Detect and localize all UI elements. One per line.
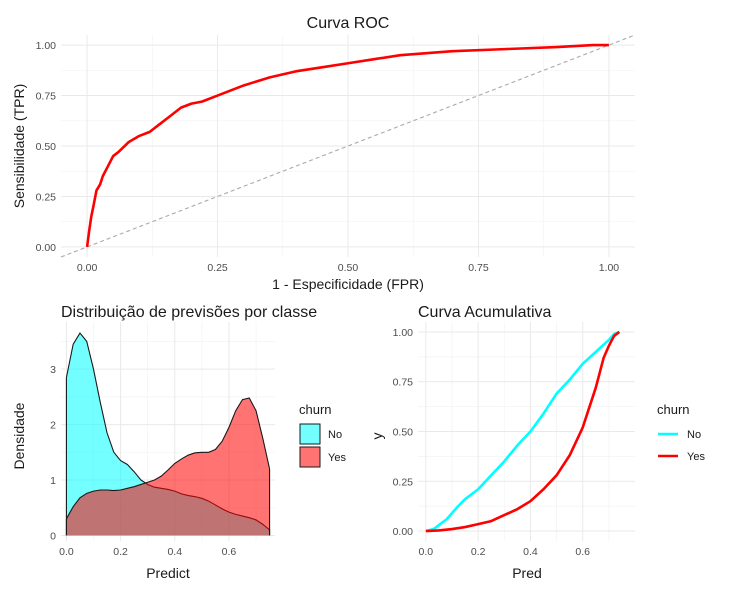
x-tick-label: 0.50 <box>338 262 359 274</box>
y-tick-label: 0.75 <box>36 91 57 103</box>
cumulative-chart: 0.0 0.2 0.4 0.6 0.00 0.25 0.50 0.75 1.00 Curva A… <box>369 304 705 581</box>
legend-label-no: No <box>687 429 701 441</box>
y-tick-label: 0.75 <box>393 377 414 389</box>
density-outline-yes <box>65 397 271 520</box>
density-title: Distribuição de previsões por classe <box>61 304 317 321</box>
diagonal-reference-line <box>60 34 636 258</box>
y-tick-label: 0.00 <box>36 242 57 254</box>
x-tick-label: 0.0 <box>419 546 434 558</box>
roc-curve <box>85 43 609 248</box>
y-tick-label: 0.50 <box>36 141 57 153</box>
roc-y-axis-title: Sensibilidade (TPR) <box>11 84 27 209</box>
y-tick-label: 0.25 <box>36 191 57 203</box>
legend-swatch-yes <box>299 446 321 468</box>
x-tick-label: 0.25 <box>207 262 228 274</box>
y-tick-label: 3 <box>50 364 56 376</box>
cumulative-line-yes <box>425 330 621 533</box>
x-tick-label: 0.0 <box>59 546 74 558</box>
x-tick-label: 0.6 <box>575 546 590 558</box>
cumulative-line-no <box>425 330 620 533</box>
y-tick-label: 0 <box>50 530 56 542</box>
y-tick-label: 1.00 <box>393 327 414 339</box>
x-tick-label: 0.4 <box>523 546 538 558</box>
roc-chart: 0.00 0.25 0.50 0.75 1.00 0.00 0.25 0.50 0.75 1.00… <box>11 15 636 292</box>
roc-title: Curva ROC <box>307 15 390 32</box>
density-chart: 0.0 0.2 0.4 0.6 0 1 2 3 Distribuição de previsõ… <box>11 304 346 581</box>
density-legend: churn No Yes <box>299 402 346 468</box>
legend-label-no: No <box>328 429 342 441</box>
density-y-axis-title: Densidade <box>11 402 27 469</box>
x-tick-label: 0.2 <box>471 546 486 558</box>
y-tick-label: 0.25 <box>393 476 414 488</box>
roc-x-axis-title: 1 - Especificidade (FPR) <box>272 276 424 292</box>
density-x-axis-title: Predict <box>146 565 190 581</box>
cumulative-title: Curva Acumulativa <box>418 304 551 321</box>
y-tick-label: 1.00 <box>36 40 57 52</box>
cumulative-legend: churn No Yes <box>657 402 705 463</box>
y-tick-label: 2 <box>50 420 56 432</box>
x-tick-label: 0.6 <box>222 546 237 558</box>
cumulative-legend-title: churn <box>657 402 690 417</box>
x-tick-label: 0.4 <box>167 546 182 558</box>
density-area-no <box>66 333 270 536</box>
x-tick-label: 1.00 <box>599 262 620 274</box>
legend-swatch-no <box>299 423 321 445</box>
cumulative-y-axis-title: y <box>369 433 385 440</box>
y-tick-label: 0.00 <box>393 526 414 538</box>
y-tick-label: 1 <box>50 475 56 487</box>
x-tick-label: 0.2 <box>113 546 128 558</box>
x-tick-label: 0.00 <box>77 262 98 274</box>
legend-label-yes: Yes <box>687 451 705 463</box>
y-tick-label: 0.50 <box>393 427 414 439</box>
cumulative-x-axis-title: Pred <box>512 565 542 581</box>
x-tick-label: 0.75 <box>468 262 489 274</box>
density-legend-title: churn <box>299 402 332 417</box>
legend-label-yes: Yes <box>328 452 346 464</box>
density-area-yes <box>66 397 270 536</box>
